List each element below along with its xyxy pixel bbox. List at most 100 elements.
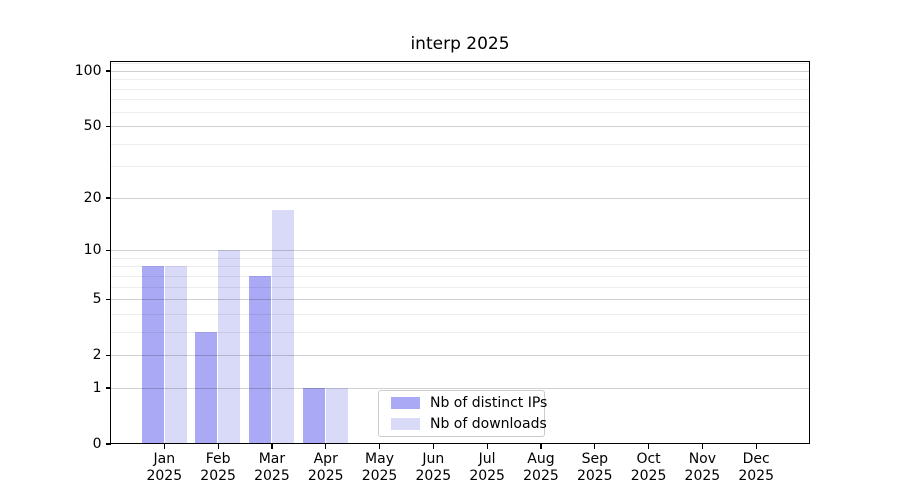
- x-tick-mark-jul: [486, 444, 488, 449]
- x-tick-year: 2025: [254, 468, 290, 484]
- x-tick-month: Jun: [422, 451, 445, 467]
- x-tick-label-apr: Apr 2025: [308, 451, 344, 485]
- x-tick-mark-feb: [217, 444, 219, 449]
- x-tick-label-jun: Jun 2025: [416, 451, 452, 485]
- x-tick-year: 2025: [200, 468, 236, 484]
- gridline-minor-4: [111, 313, 809, 315]
- y-tick-mark-1: [105, 387, 111, 389]
- x-tick-mark-aug: [540, 444, 542, 449]
- gridline-major-20: [111, 197, 809, 199]
- x-tick-month: Oct: [636, 451, 661, 467]
- y-tick-label-2: 2: [92, 347, 102, 364]
- gridline-minor-70: [111, 99, 809, 101]
- gridline-major-100: [111, 70, 809, 72]
- x-tick-month: Aug: [527, 451, 555, 467]
- x-tick-mark-oct: [647, 444, 650, 449]
- y-tick-label-20: 20: [83, 189, 102, 206]
- x-tick-label-nov: Nov 2025: [685, 451, 721, 485]
- x-tick-mark-nov: [701, 444, 703, 449]
- y-tick-mark-2: [105, 354, 111, 356]
- y-tick-label-100: 100: [74, 63, 102, 79]
- bar-downloads-apr: [326, 387, 349, 443]
- gridline-minor-30: [111, 166, 809, 168]
- y-tick-label-50: 50: [83, 118, 102, 135]
- x-tick-mark-apr: [325, 444, 327, 449]
- gridline-minor-7: [111, 275, 809, 277]
- gridline-major-50: [111, 126, 809, 128]
- bar-distinct-ips-jan: [141, 266, 164, 443]
- x-tick-label-feb: Feb 2025: [200, 451, 236, 485]
- chart-title: interp 2025: [410, 34, 510, 54]
- legend-item-downloads: Nb of downloads: [391, 416, 547, 432]
- y-tick-mark-20: [105, 197, 111, 199]
- x-tick-mark-sep: [594, 444, 596, 449]
- y-tick-mark-10: [105, 249, 111, 251]
- y-tick-label-1: 1: [92, 379, 102, 396]
- gridline-minor-40: [111, 143, 809, 145]
- gridline-major-10: [111, 249, 809, 251]
- x-tick-month: Nov: [688, 451, 717, 467]
- gridline-minor-90: [111, 79, 809, 81]
- gridline-minor-60: [111, 111, 809, 113]
- bar-distinct-ips-feb: [195, 331, 218, 443]
- x-tick-year: 2025: [684, 468, 721, 484]
- x-tick-mark-mar: [271, 444, 273, 449]
- x-tick-year: 2025: [307, 468, 344, 484]
- x-tick-year: 2025: [523, 468, 559, 484]
- legend: Nb of distinct IPs Nb of downloads: [378, 390, 547, 437]
- x-tick-month: May: [365, 451, 395, 467]
- bar-distinct-ips-mar: [249, 275, 272, 443]
- y-tick-mark-50: [105, 125, 111, 127]
- x-tick-label-dec: Dec 2025: [738, 451, 774, 485]
- x-tick-year: 2025: [415, 468, 452, 484]
- gridline-minor-8: [111, 266, 809, 268]
- legend-label-downloads: Nb of downloads: [430, 416, 547, 432]
- x-tick-year: 2025: [576, 468, 613, 484]
- plot-area: [110, 61, 810, 444]
- y-tick-mark-100: [105, 70, 111, 72]
- y-tick-mark-5: [105, 298, 111, 300]
- x-tick-mark-jun: [432, 444, 434, 449]
- bar-distinct-ips-apr: [303, 387, 326, 443]
- x-tick-year: 2025: [361, 468, 398, 484]
- gridline-minor-110: [111, 63, 809, 65]
- x-tick-label-sep: Sep 2025: [577, 451, 613, 485]
- x-tick-label-oct: Oct 2025: [631, 451, 667, 485]
- legend-swatch-downloads: [391, 418, 420, 430]
- x-tick-year: 2025: [146, 468, 183, 484]
- x-tick-label-jul: Jul 2025: [469, 451, 505, 485]
- x-tick-mark-dec: [755, 444, 757, 449]
- y-tick-label-0: 0: [92, 436, 102, 452]
- x-tick-mark-jan: [163, 444, 165, 449]
- x-tick-label-mar: Mar 2025: [254, 451, 290, 485]
- legend-item-distinct-ips: Nb of distinct IPs: [391, 395, 547, 411]
- x-tick-month: Mar: [258, 451, 286, 467]
- x-tick-year: 2025: [630, 468, 667, 484]
- x-tick-month: Dec: [742, 451, 770, 467]
- x-tick-month: Jul: [478, 451, 496, 467]
- gridline-major-2: [111, 355, 809, 356]
- legend-swatch-distinct-ips: [391, 397, 420, 409]
- x-tick-month: Jan: [153, 451, 176, 467]
- x-tick-label-jan: Jan 2025: [146, 451, 182, 485]
- y-tick-label-10: 10: [83, 242, 102, 259]
- gridline-minor-6: [111, 286, 809, 288]
- bar-downloads-jan: [164, 266, 187, 443]
- gridline-minor-9: [111, 257, 809, 259]
- x-tick-month: Sep: [581, 451, 608, 467]
- x-tick-month: Apr: [313, 451, 338, 467]
- gridline-minor-80: [111, 88, 809, 90]
- bar-downloads-mar: [272, 210, 295, 443]
- x-tick-label-may: May 2025: [362, 451, 398, 485]
- x-tick-label-aug: Aug 2025: [523, 451, 559, 485]
- x-tick-year: 2025: [469, 468, 505, 484]
- y-tick-label-5: 5: [92, 291, 102, 308]
- bar-downloads-feb: [218, 249, 241, 443]
- gridline-major-5: [111, 298, 809, 300]
- legend-label-distinct-ips: Nb of distinct IPs: [430, 395, 548, 411]
- y-tick-mark-0: [105, 443, 111, 445]
- x-tick-year: 2025: [738, 468, 775, 484]
- x-tick-mark-may: [378, 444, 381, 449]
- gridline-major-1: [111, 387, 809, 389]
